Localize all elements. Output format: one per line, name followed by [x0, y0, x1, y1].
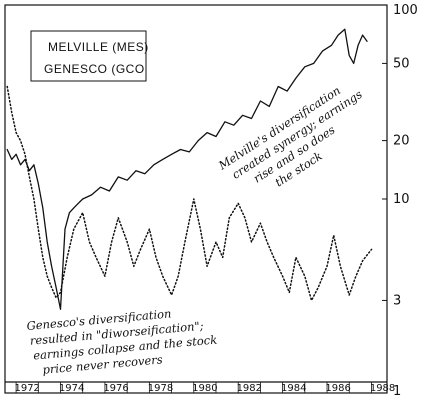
x-tick-label: 1972 [14, 383, 39, 394]
y-tick-label: 20 [393, 134, 410, 149]
x-tick-label: 1974 [59, 383, 84, 394]
x-tick-label: 1986 [325, 383, 350, 394]
legend-entry-genesco: GENESCO (GCO [44, 62, 145, 76]
legend-entry-melville: MELVILLE (MES) [48, 40, 149, 54]
x-tick-label: 1976 [103, 383, 128, 394]
series-layer [6, 28, 373, 310]
y-tick-label: 50 [393, 56, 410, 71]
y-tick-label: 3 [393, 293, 401, 308]
legend: MELVILLE (MES) GENESCO (GCO [30, 30, 149, 82]
x-axis: 1972 1974 1976 1978 1980 1982 1984 1986 1988 [14, 382, 395, 394]
y-tick-label: 100 [393, 3, 418, 18]
x-tick-label: 1988 [370, 383, 395, 394]
genesco-series-line [6, 85, 373, 302]
x-tick-label: 1984 [281, 383, 306, 394]
y-axis: 1 3 10 20 50 100 [382, 3, 418, 399]
melville-annotation: Melville's diversification created syner… [215, 83, 365, 189]
x-tick-label: 1980 [192, 383, 217, 394]
legend-box [30, 30, 147, 82]
x-tick-label: 1978 [148, 383, 173, 394]
x-tick-label: 1982 [237, 383, 262, 394]
genesco-annotation: Genesco's diversification resulted in "d… [26, 306, 218, 376]
melville-series-line [6, 28, 368, 310]
y-tick-label: 1 [393, 384, 401, 399]
y-tick-label: 10 [393, 192, 410, 207]
